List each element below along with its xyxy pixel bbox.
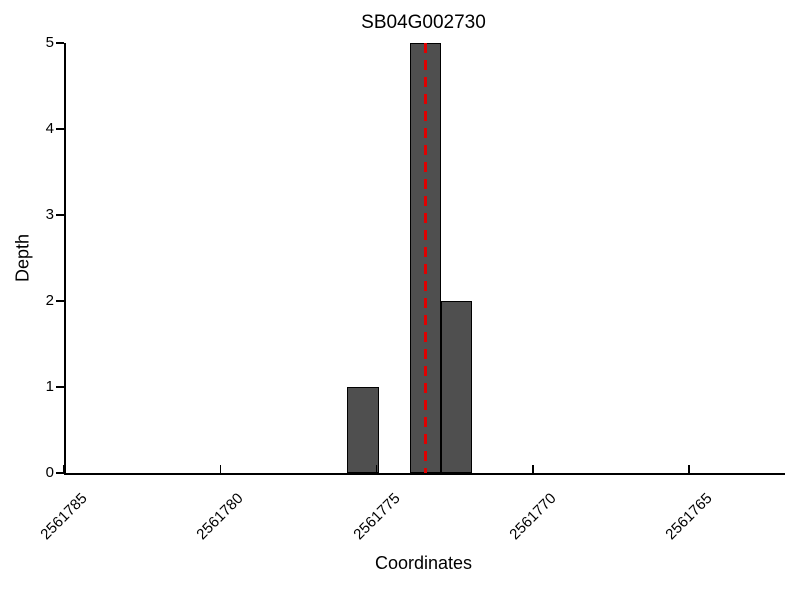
y-tick-label: 2: [45, 292, 54, 309]
highlight-line-layer: [66, 43, 785, 473]
y-tick-label: 3: [45, 206, 54, 223]
y-tick-label: 4: [45, 120, 54, 137]
highlight-line: [424, 43, 427, 473]
x-tick-mark: [219, 465, 222, 473]
x-tick-mark: [63, 465, 65, 473]
plot-area: [64, 43, 785, 475]
y-tick-mark: [56, 472, 64, 474]
x-tick-label: 2561775: [349, 489, 404, 544]
y-tick-mark: [56, 128, 64, 130]
x-tick-label: 2561785: [37, 489, 91, 544]
x-axis-label: Coordinates: [374, 553, 473, 573]
depth-bar: [347, 387, 379, 473]
chart-title: SB04G002730: [361, 12, 486, 33]
x-tick-mark: [532, 465, 534, 473]
y-tick-label: 1: [45, 378, 54, 395]
y-tick-label: 0: [45, 464, 54, 481]
y-tick-mark: [56, 386, 64, 388]
y-tick-label: 5: [45, 34, 54, 51]
y-tick-mark: [56, 214, 64, 216]
depth-bar: [441, 301, 473, 473]
x-tick-mark: [688, 465, 690, 473]
y-tick-mark: [56, 42, 64, 44]
x-tick-mark: [375, 465, 378, 473]
x-tick-label: 2561780: [193, 489, 247, 544]
x-tick-label: 2561765: [662, 489, 716, 544]
x-tick-label: 2561770: [506, 489, 560, 544]
y-axis-label: Depth: [12, 233, 33, 283]
y-tick-mark: [56, 300, 64, 302]
